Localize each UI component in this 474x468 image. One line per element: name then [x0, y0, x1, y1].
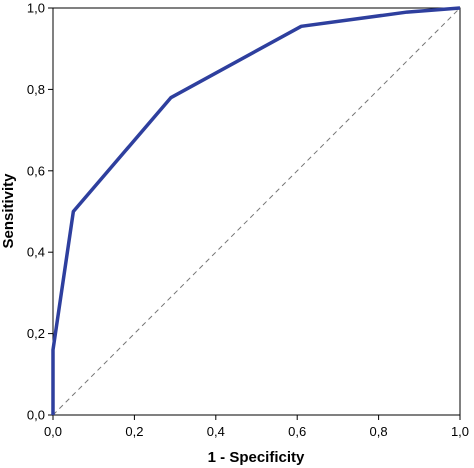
- y-axis-title: Sensitivity: [0, 173, 17, 249]
- y-tick-label: 0,4: [27, 245, 45, 260]
- x-tick-label: 0,2: [125, 424, 143, 439]
- y-tick-label: 1,0: [27, 1, 45, 16]
- x-tick-label: 1,0: [451, 424, 469, 439]
- plot-area-frame: [52, 7, 461, 416]
- reference-diagonal-line: [52, 7, 461, 416]
- x-axis-ticks: 0,0 0,2 0,4 0,6 0,8 1,0: [44, 415, 469, 439]
- x-axis-title: 1 - Specificity: [208, 449, 305, 466]
- y-tick-label: 0,2: [27, 326, 45, 341]
- y-tick-label: 0,6: [27, 163, 45, 178]
- y-tick-label: 0,8: [27, 82, 45, 97]
- y-tick-label: 0,0: [27, 408, 45, 423]
- x-tick-label: 0,0: [44, 424, 62, 439]
- x-tick-label: 0,4: [207, 424, 225, 439]
- y-axis-ticks: 0,0 0,2 0,4 0,6 0,8 1,0: [27, 1, 53, 423]
- x-tick-label: 0,6: [288, 424, 306, 439]
- roc-curve: [51, 6, 461, 415]
- x-tick-label: 0,8: [370, 424, 388, 439]
